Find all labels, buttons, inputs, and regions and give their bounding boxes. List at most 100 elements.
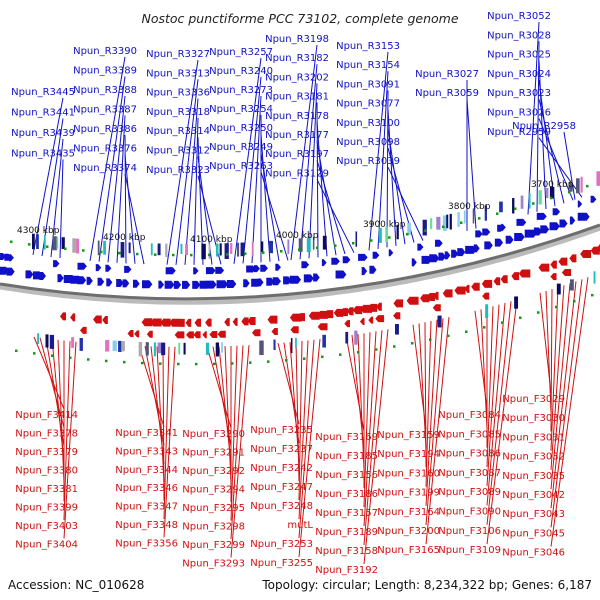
leader-line	[386, 90, 389, 248]
gene-arrow	[146, 330, 153, 338]
gene-label: Npun_R3182	[265, 53, 329, 64]
gene-arrow	[333, 308, 344, 317]
gene-arrow	[158, 280, 165, 289]
tick-mark	[393, 345, 396, 348]
gene-arrow	[317, 323, 328, 331]
gene-arrow	[301, 261, 310, 269]
gene-label: Npun_R3024	[487, 69, 551, 80]
gene-arrow	[186, 331, 194, 339]
gene-label: Npun_R3273	[209, 85, 273, 96]
gene-label: Npun_F3090	[438, 507, 501, 518]
feature-tile	[385, 226, 389, 243]
leader-line	[550, 289, 553, 432]
feature-tile	[298, 238, 303, 252]
gene-label: Npun_F3159	[377, 430, 440, 441]
gene-arrow	[193, 267, 199, 275]
leader-line	[486, 302, 506, 506]
feature-tile	[549, 186, 555, 199]
feature-tile	[395, 324, 399, 335]
leader-line	[98, 76, 126, 262]
gene-label: Npun_R3313	[146, 68, 210, 79]
gene-label: Npun_R3387	[73, 105, 137, 116]
gene-arrow	[216, 280, 228, 289]
tick-mark	[208, 253, 211, 257]
feature-tile	[442, 215, 447, 231]
feature-tile	[430, 218, 433, 230]
gene-label: Npun_F3298	[182, 522, 245, 533]
feature-tile	[45, 334, 49, 348]
leader-line	[260, 152, 280, 262]
gene-label: Npun_F3032	[502, 452, 565, 463]
leader-line	[298, 339, 321, 558]
gene-arrow	[500, 275, 508, 284]
reverse-strand-genes	[60, 243, 600, 339]
tick-mark	[285, 359, 288, 362]
tick-mark	[82, 249, 85, 252]
leader-line	[107, 95, 126, 263]
gene-label: Npun_F3292	[182, 466, 245, 477]
gene-arrow	[267, 315, 278, 324]
gene-arrow	[174, 331, 185, 339]
leader-line	[260, 133, 271, 262]
gene-label: Npun_R3023	[487, 88, 551, 99]
leader-line	[357, 334, 365, 470]
reverse-gene-labels: Npun_F3414 Npun_F3378 Npun_F3379 Npun_F3380…	[15, 394, 565, 576]
gene-arrow	[561, 268, 572, 276]
gene-arrow	[429, 254, 440, 263]
leader-line	[212, 346, 232, 447]
feature-tile	[105, 340, 110, 352]
gene-label: Npun_F3087	[438, 468, 501, 479]
leader-line	[538, 118, 574, 201]
gene-arrow	[271, 327, 278, 335]
gene-arrow	[206, 280, 217, 289]
leader-line	[486, 301, 512, 525]
gene-label: Npun_R3154	[336, 60, 400, 71]
map-title: Nostoc punctiforme PCC 73102, complete g…	[141, 11, 458, 26]
gene-label: Npun_F3194	[377, 449, 440, 460]
feature-tile	[224, 243, 229, 260]
tick-mark	[231, 362, 234, 365]
tick-mark	[352, 241, 355, 245]
tick-mark	[478, 217, 481, 220]
accession-text: Accession: NC_010628	[8, 578, 144, 592]
gene-label: Npun_F3165	[377, 545, 440, 556]
feature-tile	[121, 341, 125, 352]
leader-line	[363, 329, 389, 565]
feature-tile	[43, 235, 46, 250]
gene-arrow	[558, 257, 568, 266]
tick-mark	[10, 240, 13, 244]
gene-label: Npun_R3091	[336, 79, 400, 90]
gene-label: Npun_R3314	[146, 126, 210, 137]
gene-arrow	[346, 307, 354, 316]
gene-label: Npun_R3039	[336, 156, 400, 167]
leader-line	[538, 137, 583, 198]
leader-line	[550, 279, 583, 528]
gene-arrow	[0, 252, 6, 260]
gene-arrow	[247, 317, 256, 326]
gene-label: Npun_R3388	[73, 85, 137, 96]
tick-mark	[177, 362, 180, 366]
gene-arrow	[367, 303, 378, 312]
gene-label: Npun_R3027	[415, 69, 479, 80]
gene-arrow	[438, 252, 446, 261]
leader-line	[163, 346, 170, 520]
gene-label: Npun_F3085	[438, 429, 501, 440]
gene-label: Npun_R3178	[265, 111, 329, 122]
tick-mark	[226, 253, 229, 256]
gene-arrow	[457, 248, 466, 257]
feature-tile	[354, 330, 358, 345]
gene-label: Npun_R3052	[487, 11, 551, 22]
gene-arrow	[411, 258, 417, 267]
tick-mark	[388, 236, 391, 239]
tick-mark	[46, 245, 49, 248]
tick-mark	[123, 360, 126, 364]
tick-mark	[424, 229, 427, 232]
feature-tile	[528, 193, 531, 209]
gene-arrow	[241, 317, 249, 326]
tick-mark	[280, 250, 283, 253]
gene-arrow	[192, 280, 201, 289]
gene-label: Npun_F3348	[115, 520, 178, 531]
leader-line	[206, 346, 232, 429]
gene-label: Npun_F3109	[438, 545, 501, 556]
leader-line	[480, 309, 488, 429]
